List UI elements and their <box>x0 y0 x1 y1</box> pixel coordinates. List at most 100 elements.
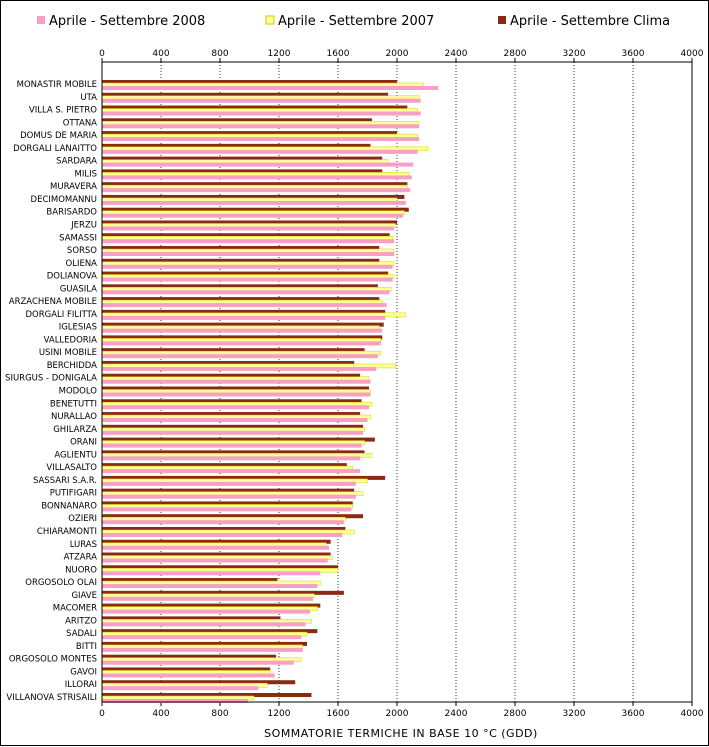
bar-aprile-settembre-2008-gavoi <box>102 673 275 678</box>
bar-aprile-settembre-clima-sardara <box>102 156 383 161</box>
category-label-sadali: SADALI <box>66 629 97 639</box>
bar-aprile-settembre-2008-sadali <box>102 635 302 640</box>
category-label-nuoro: NUORO <box>65 565 97 575</box>
tick-label-top-1200: 1200 <box>268 49 291 59</box>
bar-aprile-settembre-2008-villasalto <box>102 469 361 474</box>
bar-aprile-settembre-2008-benetutti <box>102 405 369 410</box>
bar-aprile-settembre-2008-ozieri <box>102 520 344 525</box>
bar-aprile-settembre-2008-bonnanaro <box>102 507 352 512</box>
bar-aprile-settembre-clima-sorso <box>102 246 380 251</box>
bar-aprile-settembre-clima-giave <box>102 590 344 595</box>
x-axis-bottom: 0 400 800 1200 1600 2000 2400 2800 3200 3600 4000 <box>99 702 704 719</box>
bar-aprile-settembre-clima-orgosolo-olai <box>102 578 278 583</box>
bar-aprile-settembre-2008-samassi <box>102 239 395 244</box>
bar-aprile-settembre-clima-aglientu <box>102 450 365 455</box>
bar-aprile-settembre-clima-oliena <box>102 258 380 263</box>
bar-aprile-settembre-clima-nuoro <box>102 565 338 570</box>
bar-aprile-settembre-2008-ottana <box>102 124 420 129</box>
category-label-barisardo: BARISARDO <box>46 208 97 218</box>
category-label-giave: GIAVE <box>71 591 97 601</box>
bar-aprile-settembre-2008-bitti <box>102 647 303 652</box>
bar-aprile-settembre-clima-putifigari <box>102 488 355 493</box>
category-label-villanova-strisaili: VILLANOVA STRISAILI <box>6 693 97 703</box>
category-label-dolianova: DOLIANOVA <box>47 272 97 282</box>
legend-swatch-aprile-settembre-2007 <box>265 15 275 25</box>
bar-aprile-settembre-2008-iglesias <box>102 328 383 333</box>
bar-aprile-settembre-clima-decimomannu <box>102 194 405 199</box>
category-label-chiaramonti: CHIARAMONTI <box>37 527 97 537</box>
category-label-ozieri: OZIERI <box>68 514 97 524</box>
category-label-benetutti: BENETUTTI <box>50 399 97 409</box>
bar-aprile-settembre-2008-monastir-mobile <box>102 86 439 90</box>
bar-aprile-settembre-clima-modolo <box>102 386 369 391</box>
category-label-sardara: SARDARA <box>56 157 97 167</box>
category-label-orgosolo-olai: ORGOSOLO OLAI <box>25 578 97 588</box>
category-label-macomer: MACOMER <box>53 604 97 614</box>
tick-label-bottom-2000: 2000 <box>386 709 409 719</box>
bar-aprile-settembre-2008-domus-de-maria <box>102 137 420 142</box>
bar-aprile-settembre-2008-berchidda <box>102 366 377 371</box>
category-label-villa-s-pietro: VILLA S. PIETRO <box>29 106 97 116</box>
category-label-milis: MILIS <box>75 169 97 179</box>
bar-aprile-settembre-clima-illorai <box>102 680 296 685</box>
tick-label-bottom-800: 800 <box>211 709 228 719</box>
bar-aprile-settembre-2008-villa-s-pietro <box>102 111 421 116</box>
bar-aprile-settembre-2008-arzachena-mobile <box>102 303 387 308</box>
bar-aprile-settembre-clima-benetutti <box>102 399 362 404</box>
tick-label-bottom-3200: 3200 <box>563 709 586 719</box>
tick-label-top-3200: 3200 <box>563 49 586 59</box>
legend-swatch-aprile-settembre-clima <box>498 16 506 24</box>
bar-aprile-settembre-clima-ottana <box>102 118 372 123</box>
tick-label-bottom-1200: 1200 <box>268 709 291 719</box>
tick-label-top-0: 0 <box>99 49 105 59</box>
tick-label-bottom-2800: 2800 <box>504 709 527 719</box>
bar-aprile-settembre-2008-aglientu <box>102 456 361 461</box>
plot-area <box>101 61 693 703</box>
category-label-villasalto: VILLASALTO <box>46 463 97 473</box>
category-label-nurallao: NURALLAO <box>51 412 97 422</box>
bar-aprile-settembre-clima-domus-de-maria <box>102 131 397 136</box>
bar-aprile-settembre-clima-barisardo <box>102 207 409 212</box>
bar-aprile-settembre-clima-ghilarza <box>102 424 364 429</box>
bar-aprile-settembre-clima-muravera <box>102 182 408 187</box>
category-label-uta: UTA <box>80 93 97 103</box>
bar-aprile-settembre-2008-barisardo <box>102 213 403 218</box>
category-label-orani: ORANI <box>70 438 97 448</box>
bars <box>101 80 439 703</box>
bar-aprile-settembre-2008-orgosolo-montes <box>102 660 294 665</box>
legend-label-aprile-settembre-clima: Aprile - Settembre Clima <box>510 14 670 29</box>
category-label-bitti: BITTI <box>76 642 97 652</box>
bar-aprile-settembre-2008-sardara <box>102 162 414 167</box>
bar-aprile-settembre-2008-atzara <box>102 558 328 563</box>
category-label-orgosolo-montes: ORGOSOLO MONTES <box>9 655 97 665</box>
legend: Aprile - Settembre 2008 Aprile - Settembr… <box>37 14 670 29</box>
category-label-samassi: SAMASSI <box>59 233 97 243</box>
category-label-aritzo: ARITZO <box>65 616 97 626</box>
bar-aprile-settembre-clima-macomer <box>102 603 321 608</box>
bar-aprile-settembre-clima-sassari-s-a-r <box>102 475 386 480</box>
bar-aprile-settembre-2008-decimomannu <box>102 200 406 205</box>
bar-aprile-settembre-clima-dorgali-filitta <box>102 309 386 314</box>
bar-aprile-settembre-clima-milis <box>102 169 383 174</box>
category-label-aglientu: AGLIENTU <box>54 450 97 460</box>
tick-label-bottom-400: 400 <box>152 709 169 719</box>
bar-aprile-settembre-2008-sorso <box>102 252 395 257</box>
category-label-sassari-s-a-r: SASSARI S.A.R. <box>33 476 97 486</box>
bar-aprile-settembre-clima-arzachena-mobile <box>102 297 380 302</box>
tick-label-top-4000: 4000 <box>681 49 704 59</box>
bar-aprile-settembre-clima-villasalto <box>102 463 347 468</box>
category-label-jerzu: JERZU <box>70 220 97 230</box>
bar-aprile-settembre-clima-uta <box>102 92 389 97</box>
bar-aprile-settembre-2008-nuoro <box>102 571 321 576</box>
tick-label-bottom-3600: 3600 <box>622 709 645 719</box>
bar-aprile-settembre-clima-samassi <box>102 233 390 238</box>
bar-aprile-settembre-2008-orani <box>102 443 362 448</box>
legend-label-aprile-settembre-2007: Aprile - Settembre 2007 <box>278 14 434 29</box>
bar-aprile-settembre-clima-aritzo <box>102 616 281 621</box>
bar-aprile-settembre-clima-jerzu <box>102 220 397 225</box>
bar-aprile-settembre-2008-siurgus-donigala <box>102 379 371 384</box>
category-label-sorso: SORSO <box>67 246 97 256</box>
category-label-gavoi: GAVOI <box>70 667 97 677</box>
tick-label-top-800: 800 <box>211 49 228 59</box>
